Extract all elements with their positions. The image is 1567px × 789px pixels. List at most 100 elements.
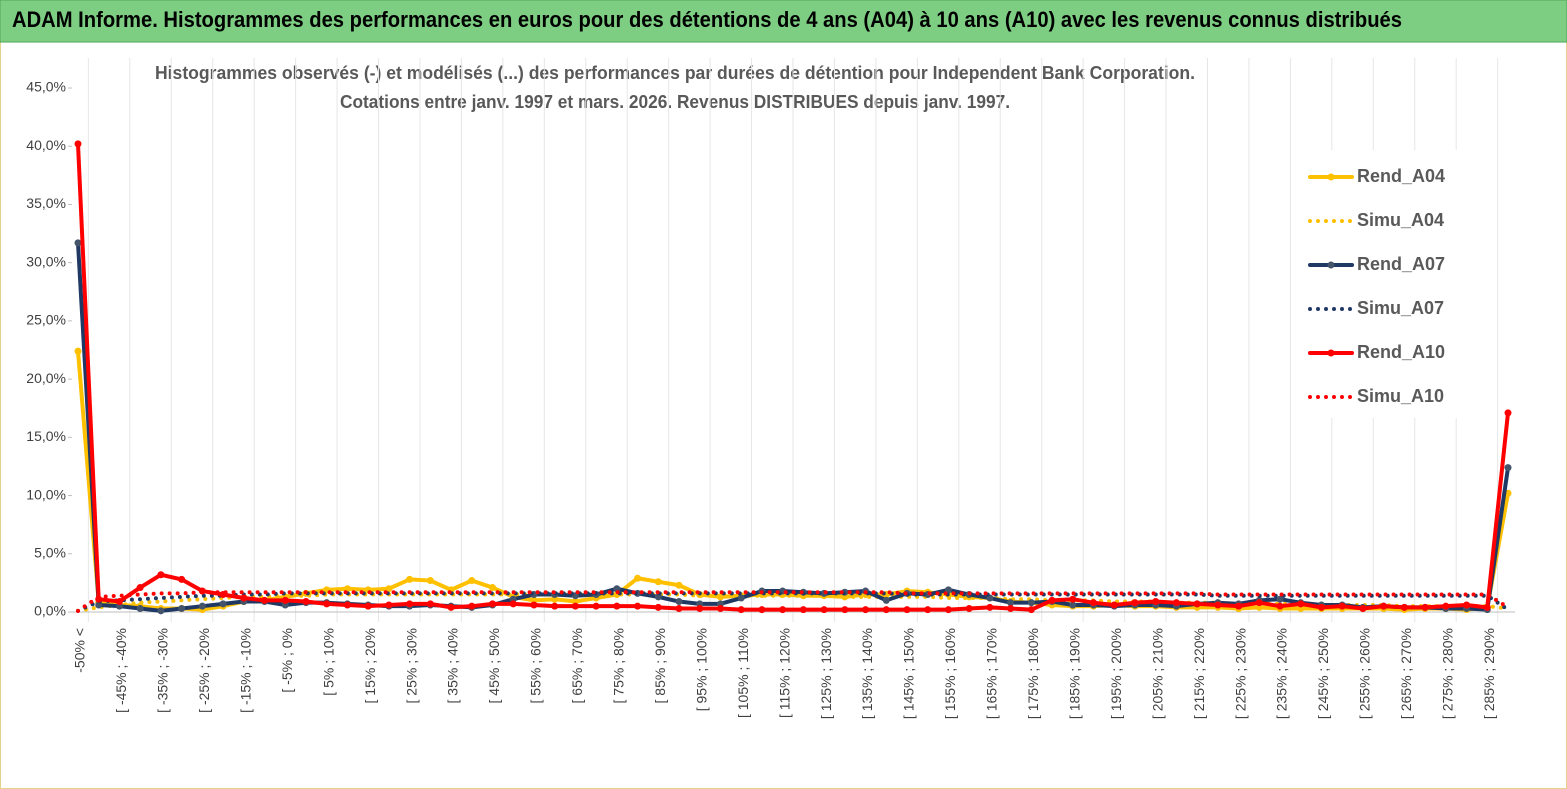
x-tick-label: [ 115% ; 120% — [776, 628, 792, 718]
marker — [364, 602, 372, 610]
marker — [157, 607, 165, 615]
marker — [1400, 603, 1408, 611]
observed-line — [76, 141, 1510, 612]
marker — [406, 575, 414, 583]
marker — [261, 596, 269, 604]
marker — [551, 602, 559, 610]
marker — [530, 601, 538, 609]
chart-subtitle: Cotations entre janv. 1997 et mars. 2026… — [340, 92, 1010, 112]
marker — [385, 601, 393, 609]
marker — [1235, 602, 1243, 610]
marker — [882, 596, 890, 604]
x-tick-label: [ 285% ; 290% — [1481, 628, 1497, 719]
marker — [1255, 599, 1263, 607]
marker — [281, 596, 289, 604]
marker — [1421, 603, 1429, 611]
legend-label: Simu_A10 — [1357, 386, 1444, 406]
legend-label: Rend_A10 — [1357, 342, 1445, 362]
legend-label: Rend_A04 — [1357, 166, 1445, 186]
marker — [136, 605, 144, 613]
y-tick-label: 5,0% — [34, 544, 66, 560]
marker — [841, 606, 849, 614]
x-tick-label: [ 145% ; 150% — [901, 628, 917, 719]
marker — [219, 600, 227, 608]
x-tick-label: [ 125% ; 130% — [818, 628, 834, 719]
x-tick-label: [ -15% ; -10% — [238, 628, 254, 713]
marker — [1172, 599, 1180, 607]
model-line — [76, 590, 1510, 613]
x-tick-label: [ 265% ; 270% — [1398, 628, 1414, 719]
marker — [178, 605, 186, 613]
marker — [468, 577, 476, 585]
x-tick-label: [ 45% ; 50% — [486, 628, 502, 704]
marker — [799, 606, 807, 614]
y-tick-label: 25,0% — [26, 312, 66, 328]
y-tick-label: 35,0% — [26, 195, 66, 211]
x-tick-label: [ 235% ; 240% — [1274, 628, 1290, 719]
marker — [1027, 599, 1035, 607]
marker — [426, 577, 434, 585]
marker — [385, 585, 393, 593]
x-tick-label: [ 55% ; 60% — [528, 628, 544, 704]
marker — [1007, 599, 1015, 607]
marker — [343, 601, 351, 609]
marker — [426, 600, 434, 608]
x-tick-label: [ 195% ; 200% — [1108, 628, 1124, 719]
x-tick-label: [ 35% ; 40% — [445, 628, 461, 704]
marker — [1069, 601, 1077, 609]
marker — [1069, 595, 1077, 603]
y-tick-label: 40,0% — [26, 137, 66, 153]
marker — [634, 574, 642, 582]
x-tick-label: [ 185% ; 190% — [1066, 628, 1082, 719]
x-tick-label: [ 245% ; 250% — [1315, 628, 1331, 719]
legend-label: Simu_A04 — [1357, 210, 1444, 230]
marker — [654, 603, 662, 611]
marker — [716, 605, 724, 613]
legend-marker — [1327, 261, 1335, 269]
legend-box — [1296, 150, 1466, 418]
marker — [654, 578, 662, 586]
marker — [1380, 602, 1388, 610]
x-tick-label: [ 65% ; 70% — [569, 628, 585, 704]
x-tick-label: [ -35% ; -30% — [155, 628, 171, 713]
marker — [1338, 602, 1346, 610]
marker — [157, 571, 165, 579]
marker — [1214, 601, 1222, 609]
marker — [1442, 602, 1450, 610]
marker — [613, 602, 621, 610]
marker — [1276, 602, 1284, 610]
marker — [468, 602, 476, 610]
marker — [1297, 600, 1305, 608]
x-tick-label: [ 275% ; 280% — [1440, 628, 1456, 719]
marker — [882, 606, 890, 614]
marker — [1276, 595, 1284, 603]
x-tick-label: [ -45% ; -40% — [113, 628, 129, 713]
marker — [1504, 409, 1512, 417]
marker — [1483, 603, 1491, 611]
legend-marker — [1327, 173, 1335, 181]
marker — [1463, 601, 1471, 609]
marker — [634, 602, 642, 610]
y-tick-label: 30,0% — [26, 253, 66, 269]
x-tick-label: [ 15% ; 20% — [362, 628, 378, 704]
marker — [136, 584, 144, 592]
marker — [74, 239, 82, 247]
marker — [1027, 606, 1035, 614]
marker — [675, 605, 683, 613]
marker — [115, 598, 123, 606]
x-tick-label: -50% < — [72, 628, 88, 673]
x-tick-label: [ 255% ; 260% — [1357, 628, 1373, 719]
marker — [302, 598, 310, 606]
marker — [1359, 605, 1367, 613]
marker — [447, 603, 455, 611]
marker — [903, 606, 911, 614]
marker — [1152, 598, 1160, 606]
marker — [820, 606, 828, 614]
marker — [1317, 603, 1325, 611]
marker — [1504, 464, 1512, 472]
y-tick-label: 15,0% — [26, 428, 66, 444]
y-tick-label: 10,0% — [26, 486, 66, 502]
marker — [924, 606, 932, 614]
x-tick-label: [ 155% ; 160% — [942, 628, 958, 719]
